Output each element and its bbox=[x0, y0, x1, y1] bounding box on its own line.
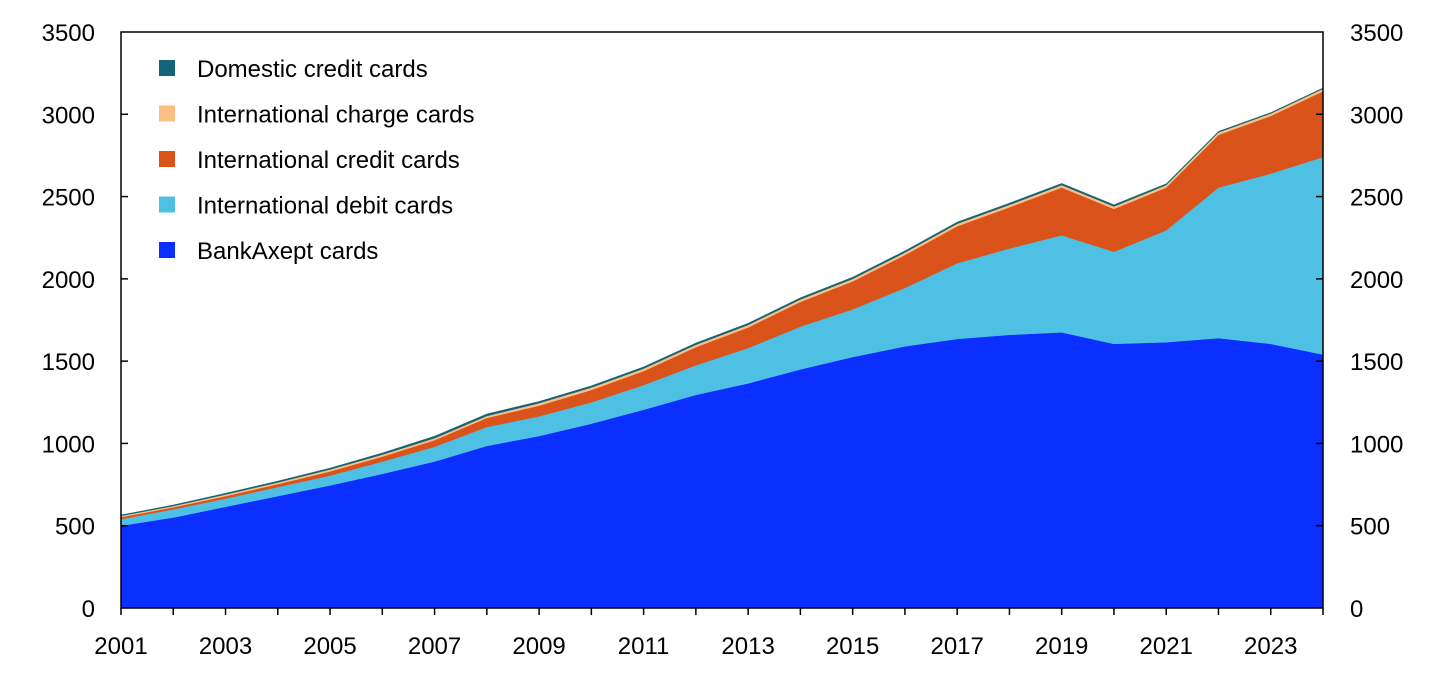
y-tick-label-left: 3500 bbox=[42, 20, 95, 47]
y-tick-label-right: 2500 bbox=[1350, 185, 1403, 212]
x-tick-label: 2017 bbox=[930, 633, 983, 660]
legend-swatch-international-charge-cards bbox=[159, 105, 175, 122]
x-axis: 2001 2003 2005 2007 2009 2011 2013 2015 2017 2019… bbox=[94, 608, 1324, 660]
y-tick-label-left: 1500 bbox=[42, 349, 95, 376]
legend-swatch-domestic-credit-cards bbox=[159, 60, 175, 76]
x-tick-label: 2021 bbox=[1140, 633, 1193, 660]
legend-label-bankaxept-cards: BankAxept cards bbox=[197, 238, 378, 265]
x-tick-label: 2009 bbox=[512, 633, 565, 660]
x-tick-label: 2005 bbox=[303, 633, 356, 660]
y-tick-label-right: 3000 bbox=[1350, 102, 1403, 129]
x-tick-label: 2007 bbox=[408, 633, 461, 660]
y-tick-label-left: 0 bbox=[82, 596, 95, 623]
x-tick-label: 2011 bbox=[618, 633, 670, 660]
legend-swatch-international-debit-cards bbox=[159, 196, 175, 213]
y-tick-label-right: 1000 bbox=[1350, 431, 1403, 458]
x-tick-label: 2019 bbox=[1035, 633, 1088, 660]
y-tick-label-left: 2500 bbox=[42, 185, 95, 212]
y-tick-label-right: 1500 bbox=[1350, 349, 1403, 376]
legend-swatch-international-credit-cards bbox=[159, 151, 175, 167]
y-tick-label-right: 500 bbox=[1350, 514, 1390, 541]
y-tick-label-left: 1000 bbox=[42, 431, 95, 458]
y-tick-label-left: 2000 bbox=[42, 267, 95, 294]
legend: Domestic credit cards International charg… bbox=[159, 56, 475, 265]
y-tick-label-left: 3000 bbox=[42, 102, 95, 129]
legend-swatch-bankaxept-cards bbox=[159, 242, 175, 258]
plot-frame bbox=[120, 31, 1324, 609]
x-tick-label: 2013 bbox=[721, 633, 774, 660]
legend-label-international-charge-cards: International charge cards bbox=[197, 102, 475, 129]
legend-label-international-credit-cards: International credit cards bbox=[197, 147, 460, 174]
y-axis-right: 0 500 1000 1500 2000 2500 3000 3500 bbox=[1316, 20, 1403, 623]
legend-label-domestic-credit-cards: Domestic credit cards bbox=[197, 56, 428, 83]
x-tick-label: 2003 bbox=[199, 633, 252, 660]
y-tick-label-right: 2000 bbox=[1350, 267, 1403, 294]
y-tick-label-right: 3500 bbox=[1350, 20, 1403, 47]
y-axis-left: 0 500 1000 1500 2000 2500 3000 3500 bbox=[42, 20, 128, 623]
y-tick-label-right: 0 bbox=[1350, 596, 1363, 623]
legend-label-international-debit-cards: International debit cards bbox=[197, 193, 453, 220]
x-tick-label: 2015 bbox=[826, 633, 879, 660]
x-tick-label: 2001 bbox=[94, 633, 147, 660]
x-tick-label: 2023 bbox=[1244, 633, 1297, 660]
y-tick-label-left: 500 bbox=[55, 514, 95, 541]
